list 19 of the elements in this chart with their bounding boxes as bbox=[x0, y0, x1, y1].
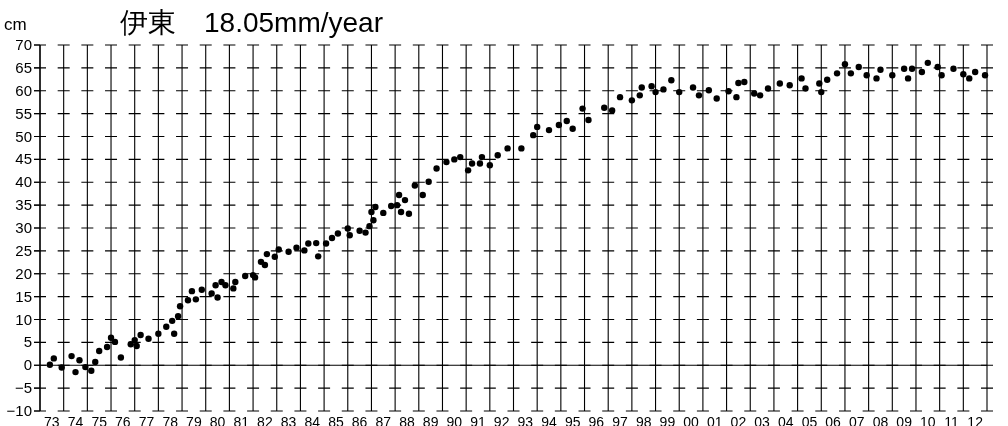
y-tick-label: 10 bbox=[15, 310, 32, 328]
y-tick-label: −5 bbox=[14, 379, 32, 397]
y-tick-label: 5 bbox=[23, 333, 32, 351]
y-tick-label: 0 bbox=[23, 356, 32, 374]
y-tick-label: −10 bbox=[6, 402, 32, 419]
y-tick-label: 20 bbox=[15, 264, 32, 282]
y-tick-label: 25 bbox=[15, 241, 32, 259]
y-tick-label: 70 bbox=[15, 36, 32, 53]
y-axis-title: cm bbox=[4, 15, 27, 34]
chart-title: 伊東 18.05mm/year bbox=[120, 7, 383, 38]
y-tick-label: 55 bbox=[15, 104, 32, 122]
y-tick-label: 30 bbox=[15, 219, 32, 236]
y-tick-label: 35 bbox=[15, 196, 32, 214]
y-tick-label: 40 bbox=[15, 173, 32, 191]
y-tick-label: 65 bbox=[15, 58, 32, 76]
y-tick-label: 45 bbox=[15, 150, 32, 168]
y-tick-label: 60 bbox=[15, 81, 32, 99]
y-tick-label: 15 bbox=[15, 287, 32, 305]
y-tick-label: 50 bbox=[15, 127, 32, 145]
